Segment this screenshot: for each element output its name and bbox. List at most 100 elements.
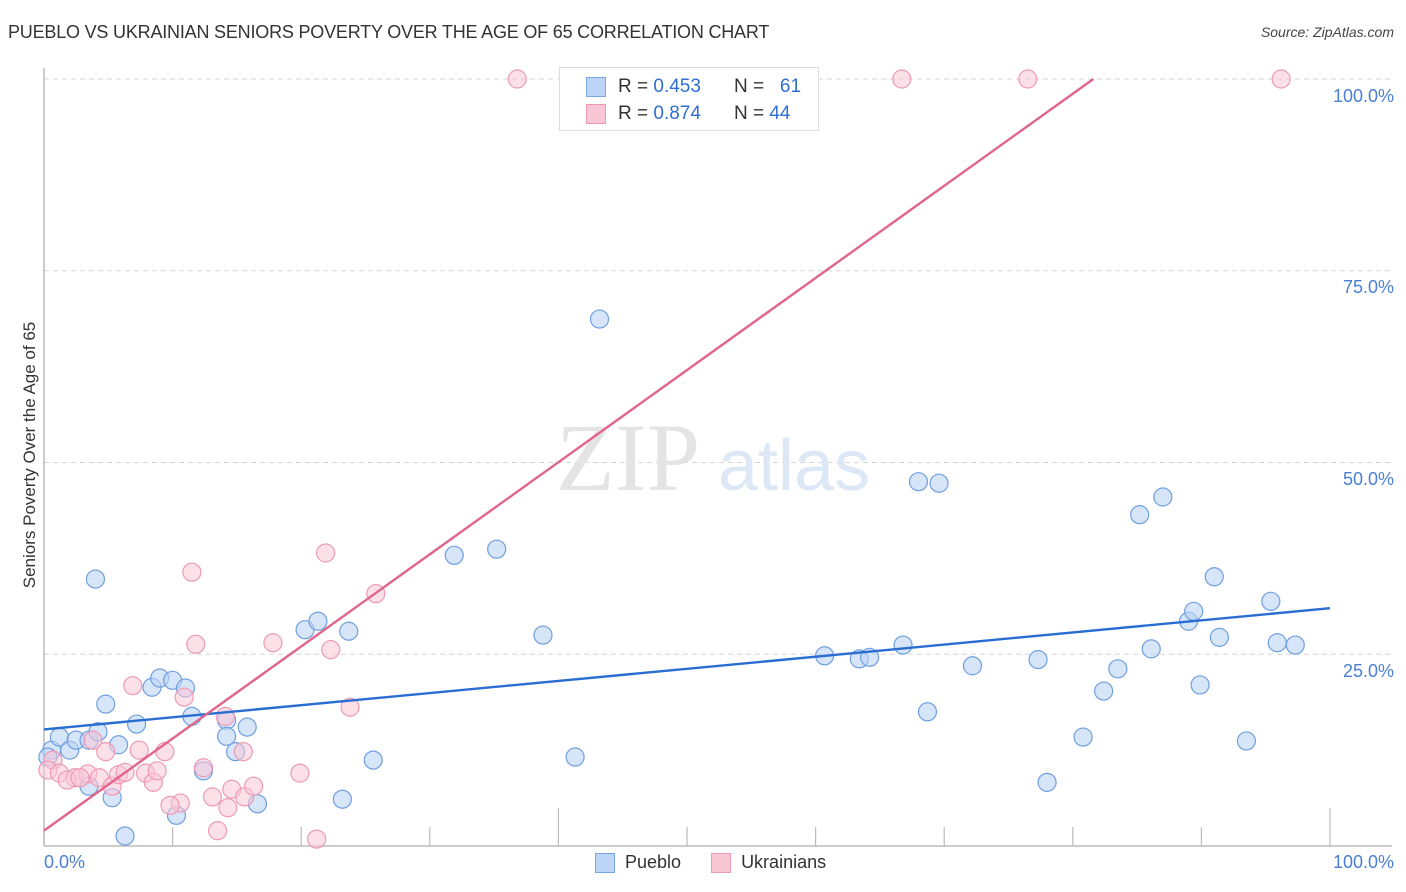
n-label: N = xyxy=(733,76,765,97)
watermark-atlas: atlas xyxy=(718,426,870,506)
data-point xyxy=(363,750,383,770)
y-tick-25: 25.0% xyxy=(1342,661,1394,681)
data-point xyxy=(316,543,336,563)
n-value: 44 xyxy=(769,103,791,124)
data-point xyxy=(182,562,202,582)
data-point xyxy=(215,706,235,726)
ukrainians-swatch-icon xyxy=(586,104,606,124)
legend-label: Pueblo xyxy=(625,852,682,872)
series-legend: Pueblo Ukrainians xyxy=(595,852,856,873)
data-point xyxy=(290,763,310,783)
r-label: R = xyxy=(618,76,649,97)
data-point xyxy=(1285,635,1305,655)
y-tick-50: 50.0% xyxy=(1342,469,1394,489)
pueblo-trend-line xyxy=(43,607,1331,731)
data-point xyxy=(589,309,610,329)
data-point xyxy=(917,702,938,722)
pueblo-points xyxy=(38,309,1305,846)
data-point xyxy=(160,795,180,815)
data-point xyxy=(217,726,237,746)
data-point xyxy=(1037,772,1057,792)
watermark-zip: ZIP xyxy=(556,404,700,511)
r-label: R = xyxy=(618,103,649,124)
watermark: ZIP atlas xyxy=(556,404,870,511)
n-label: N = xyxy=(733,103,765,124)
ukrainians-points xyxy=(38,69,1291,849)
data-point xyxy=(1028,650,1048,670)
data-point xyxy=(308,611,328,631)
data-point xyxy=(1073,727,1093,747)
data-point xyxy=(244,776,264,796)
data-point xyxy=(1190,675,1210,695)
r-value: 0.874 xyxy=(653,103,701,124)
data-point xyxy=(962,656,983,676)
data-point xyxy=(1236,731,1257,751)
data-point xyxy=(202,787,223,807)
data-point xyxy=(96,694,116,714)
gridlines xyxy=(44,78,1392,655)
data-point xyxy=(218,798,238,818)
data-point xyxy=(126,714,147,734)
data-point xyxy=(1130,505,1150,525)
data-point xyxy=(1108,659,1128,679)
source-label: Source: ZipAtlas.com xyxy=(1260,24,1394,40)
data-point xyxy=(321,640,341,660)
data-point xyxy=(332,789,352,809)
data-point xyxy=(1141,639,1161,659)
x-tick-0: 0.0% xyxy=(44,852,86,872)
data-point xyxy=(1094,681,1114,701)
ukrainians-trend-line xyxy=(43,78,1095,832)
data-point xyxy=(96,742,116,762)
data-point xyxy=(1018,69,1038,89)
data-point xyxy=(1271,69,1291,89)
chart-title: PUEBLO VS UKRAINIAN SENIORS POVERTY OVER… xyxy=(8,22,770,42)
data-point xyxy=(1204,567,1224,587)
x-tick-100: 100.0% xyxy=(1332,852,1394,872)
data-point xyxy=(892,69,912,89)
data-point xyxy=(1209,627,1230,647)
data-point xyxy=(237,717,257,737)
correlation-legend: R = 0.453 N = 61 R = 0.874 N = 44 xyxy=(559,67,819,131)
data-point xyxy=(233,742,253,762)
y-tick-75: 75.0% xyxy=(1342,277,1394,297)
legend-label: Ukrainians xyxy=(741,852,827,872)
data-point xyxy=(339,621,359,641)
data-point xyxy=(507,69,527,89)
data-point xyxy=(129,740,149,760)
pueblo-swatch-icon xyxy=(595,852,615,873)
data-point xyxy=(115,826,135,846)
data-point xyxy=(340,697,360,717)
data-point xyxy=(186,634,206,654)
legend-item-ukrainians[interactable]: Ukrainians xyxy=(711,852,826,873)
data-point xyxy=(487,539,507,559)
data-point xyxy=(908,472,929,492)
data-point xyxy=(85,569,106,589)
trend-lines xyxy=(43,78,1331,832)
data-point xyxy=(263,633,283,653)
pueblo-swatch-icon xyxy=(586,77,606,97)
data-point xyxy=(174,687,194,707)
data-point xyxy=(208,821,228,841)
data-point xyxy=(533,625,553,645)
y-tick-100: 100.0% xyxy=(1332,86,1394,106)
data-point xyxy=(307,829,327,849)
data-point xyxy=(444,545,464,565)
data-point xyxy=(929,473,949,493)
data-point xyxy=(147,761,167,781)
data-point xyxy=(123,676,143,696)
ukrainians-swatch-icon xyxy=(711,852,732,873)
legend-row-pueblo: R = 0.453 N = 61 xyxy=(586,75,801,99)
data-point xyxy=(1184,601,1204,621)
data-point xyxy=(565,747,585,767)
data-point xyxy=(1153,487,1173,507)
axes xyxy=(43,68,1392,847)
data-point xyxy=(1267,633,1287,653)
legend-item-pueblo[interactable]: Pueblo xyxy=(595,852,681,873)
data-point xyxy=(893,635,913,655)
data-point xyxy=(70,768,90,788)
r-value: 0.453 xyxy=(653,76,701,97)
legend-row-ukrainians: R = 0.874 N = 44 xyxy=(586,102,790,126)
data-point xyxy=(193,758,214,778)
data-point xyxy=(83,730,103,750)
